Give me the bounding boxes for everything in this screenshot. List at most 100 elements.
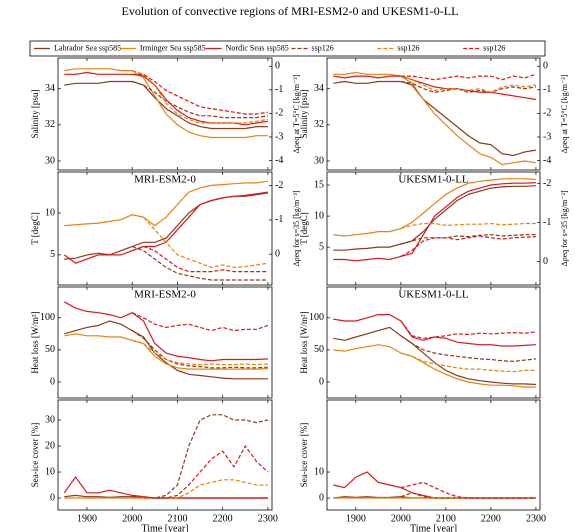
series-line — [333, 75, 536, 101]
y2-tick-label: -1 — [543, 84, 551, 95]
y-axis-label: Sea-ice cover [%] — [30, 423, 40, 487]
series-line — [64, 333, 268, 370]
series-line — [64, 80, 268, 130]
legend-label: ssp126 — [397, 43, 419, 52]
y-axis-label: T [degC] — [30, 212, 40, 245]
y-axis-label: Salinity [psu] — [30, 90, 40, 139]
series-line — [400, 481, 536, 499]
series-line — [400, 492, 536, 499]
series-line — [131, 312, 269, 332]
series-line — [333, 178, 536, 237]
y-tick-label: 5 — [50, 249, 55, 260]
series-line — [132, 73, 268, 115]
y2-tick-label: -1 — [275, 214, 283, 225]
panel-frame — [57, 171, 273, 286]
series-line — [400, 352, 536, 373]
x-axis-label: Time [year] — [141, 523, 188, 532]
series-line — [400, 235, 536, 257]
legend-label: Labrador Sea ssp585 — [54, 43, 121, 52]
series-line — [333, 71, 536, 166]
series-line — [132, 80, 268, 119]
x-tick-label: 1900 — [346, 513, 366, 524]
series-line — [132, 479, 268, 499]
panel-frame — [57, 286, 273, 399]
y-tick-label: 34 — [314, 83, 324, 94]
y-tick-label: 20 — [45, 440, 55, 451]
series-line — [131, 245, 268, 273]
y-tick-label: 32 — [314, 119, 324, 130]
y2-axis-label: Δρeq for s=35 [kg/m⁻³] — [292, 190, 301, 266]
y-axis-label: T [degC] — [299, 212, 309, 245]
y-tick-label: 5 — [319, 241, 324, 252]
y-tick-label: 34 — [45, 83, 55, 94]
y-tick-label: 30 — [45, 414, 55, 425]
y-tick-label: 10 — [314, 466, 324, 477]
series-line — [400, 73, 537, 81]
y-tick-label: 32 — [45, 119, 55, 130]
series-line — [400, 234, 536, 245]
y2-tick-label: -2 — [543, 178, 551, 189]
series-line — [131, 245, 268, 281]
panel-frame — [326, 171, 541, 286]
y-tick-label: 10 — [45, 466, 55, 477]
y-tick-label: 0 — [319, 492, 324, 503]
x-tick-label: 2300 — [258, 513, 278, 524]
x-axis-label: Time [year] — [410, 523, 457, 532]
y-tick-label: 50 — [45, 344, 55, 355]
y2-tick-label: 0 — [543, 61, 548, 72]
series-line — [400, 320, 536, 339]
x-tick-label: 2200 — [213, 513, 233, 524]
series-line — [64, 320, 268, 380]
series-line — [333, 314, 536, 347]
y-tick-label: 100 — [40, 312, 55, 323]
y-axis-label: Sea-ice cover [%] — [299, 423, 309, 487]
panel-frame — [57, 57, 273, 171]
y2-tick-label: -1 — [275, 84, 283, 95]
legend-label: Nordic Seas ssp585 — [226, 43, 289, 52]
y2-tick-label: 0 — [543, 256, 548, 267]
series-line — [64, 192, 268, 260]
panel-frame — [326, 399, 541, 511]
y2-axis-label: Δρeq at T=5°C [kg/m⁻³] — [560, 74, 569, 153]
y2-tick-label: 0 — [275, 61, 280, 72]
series-line — [333, 471, 536, 499]
series-line — [400, 80, 536, 93]
y2-axis-label: Δρeq for s=35 [kg/m⁻³] — [560, 190, 569, 266]
series-line — [131, 330, 268, 369]
series-line — [333, 182, 536, 262]
legend-box — [29, 40, 546, 57]
y2-tick-label: 0 — [275, 248, 280, 259]
y-tick-label: 0 — [50, 376, 55, 387]
panel-frame — [57, 399, 273, 511]
legend-label: ssp126 — [312, 43, 334, 52]
series-line — [132, 414, 269, 499]
series-line — [64, 71, 268, 126]
y-tick-label: 100 — [309, 312, 324, 323]
series-line — [333, 185, 536, 251]
y-axis-label: Heat loss [W/m²] — [30, 311, 40, 373]
y2-axis-label: Δρeq at T=5°C [kg/m⁻³] — [292, 74, 301, 153]
panel-title: MRI-ESM2-0 — [134, 289, 196, 301]
x-tick-label: 2300 — [526, 513, 546, 524]
y2-tick-label: -1 — [543, 217, 551, 228]
panel-frame — [326, 286, 541, 399]
y-tick-label: 15 — [314, 179, 324, 190]
y2-tick-label: -2 — [543, 108, 551, 119]
y2-tick-label: -3 — [275, 131, 283, 142]
series-line — [333, 326, 536, 386]
series-line — [333, 80, 536, 157]
x-tick-label: 2100 — [436, 513, 456, 524]
y2-tick-label: -4 — [275, 155, 283, 166]
series-line — [132, 214, 268, 269]
series-line — [64, 301, 268, 362]
legend-label: ssp126 — [483, 43, 505, 52]
series-line — [132, 70, 268, 124]
panel-title: UKESM1-0-LL — [398, 289, 469, 301]
x-tick-label: 2200 — [481, 513, 501, 524]
legend-label: Irminger Sea ssp585 — [140, 43, 206, 52]
series-line — [400, 222, 536, 230]
y-tick-label: 0 — [50, 492, 55, 503]
y-axis-label: Salinity [psu] — [299, 90, 309, 139]
y-tick-label: 10 — [45, 207, 55, 218]
